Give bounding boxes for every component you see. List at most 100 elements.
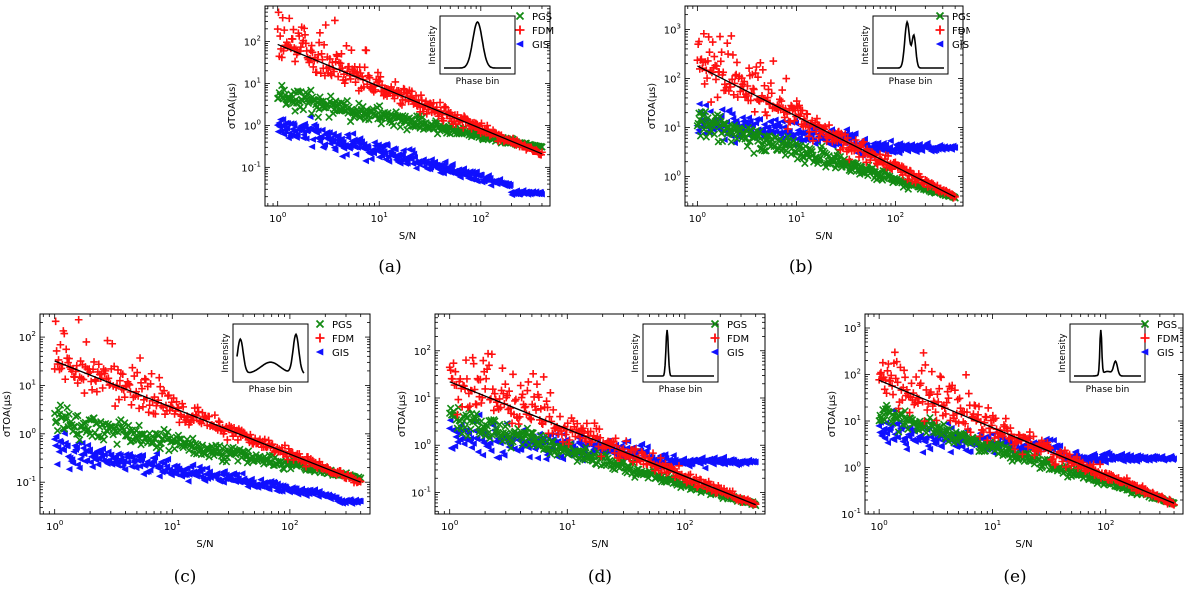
point-gis	[279, 116, 287, 123]
point-fdm	[751, 69, 760, 77]
point-fdm	[291, 57, 299, 66]
point-fdm	[62, 345, 71, 354]
point-gis	[87, 458, 94, 466]
point-pgs	[518, 441, 527, 449]
point-fdm	[529, 369, 537, 378]
point-fdm	[490, 406, 498, 415]
point-pgs	[53, 426, 62, 435]
point-gis	[669, 452, 677, 459]
point-fdm	[693, 483, 701, 491]
point-gis	[391, 145, 399, 153]
point-gis	[474, 448, 482, 456]
point-fdm	[418, 96, 426, 104]
legend-label-gis: GIS	[332, 348, 349, 359]
point-fdm	[264, 436, 273, 445]
point-gis	[412, 164, 420, 172]
point-fdm	[756, 59, 765, 67]
point-gis	[914, 436, 922, 444]
point-fdm	[514, 420, 523, 428]
point-gis	[728, 110, 736, 118]
point-fdm	[189, 416, 198, 424]
point-pgs	[307, 86, 315, 94]
point-fdm	[466, 402, 474, 410]
point-fdm	[526, 414, 535, 423]
point-fdm	[763, 111, 771, 120]
chart-panel-d: 100 101 102 10-1 100 101 102 S/N σTOA(μs) Phase b…	[397, 313, 766, 550]
point-fdm	[477, 119, 486, 128]
point-fdm	[700, 29, 708, 38]
fit-line	[697, 65, 956, 198]
point-pgs	[696, 132, 705, 140]
point-fdm	[520, 403, 529, 412]
point-gis	[701, 464, 709, 472]
point-fdm	[343, 67, 352, 76]
point-fdm	[141, 374, 149, 383]
point-fdm	[539, 373, 548, 381]
point-pgs	[120, 419, 129, 427]
point-gis	[796, 134, 803, 142]
point-fdm	[197, 419, 206, 428]
point-gis	[302, 135, 310, 142]
point-fdm	[125, 381, 134, 389]
point-fdm	[549, 406, 558, 414]
point-gis	[1056, 442, 1064, 450]
point-pgs	[243, 458, 252, 467]
point-gis	[69, 459, 77, 467]
point-gis	[338, 135, 345, 143]
point-fdm	[559, 438, 567, 446]
point-fdm	[515, 413, 524, 421]
point-fdm	[124, 379, 133, 388]
point-fdm	[726, 83, 735, 91]
point-fdm	[511, 397, 519, 405]
legend-label-gis: GIS	[727, 348, 744, 359]
point-fdm	[315, 38, 323, 47]
point-gis	[506, 181, 514, 189]
point-fdm	[816, 130, 825, 139]
point-pgs	[461, 423, 469, 432]
point-pgs	[291, 107, 299, 115]
point-fdm	[309, 63, 318, 71]
legend-marker-gis	[935, 40, 944, 48]
point-fdm	[821, 122, 829, 131]
point-fdm	[717, 48, 726, 57]
point-fdm	[321, 21, 330, 29]
legend-label-pgs: PGS	[952, 12, 970, 23]
point-pgs	[801, 142, 810, 151]
plot-frame	[39, 313, 371, 515]
point-fdm	[518, 390, 527, 399]
fit-line	[54, 360, 361, 483]
point-gis	[163, 463, 171, 470]
point-fdm	[476, 375, 485, 384]
inset-curve	[877, 19, 944, 69]
point-fdm	[521, 402, 530, 411]
point-fdm	[705, 48, 714, 56]
x-axis-label: S/N	[399, 231, 416, 242]
point-fdm	[531, 402, 539, 411]
point-fdm	[331, 16, 339, 25]
point-gis	[638, 440, 646, 448]
point-gis	[884, 439, 892, 447]
point-fdm	[342, 41, 351, 50]
point-fdm	[333, 52, 342, 61]
point-gis	[496, 176, 504, 183]
point-gis	[61, 430, 68, 437]
point-gis	[764, 124, 772, 131]
point-fdm	[876, 150, 884, 159]
y-tick-label: 102	[19, 330, 36, 344]
plot-frame	[434, 313, 766, 515]
point-fdm	[116, 376, 124, 385]
point-fdm	[686, 470, 695, 479]
data-points	[875, 348, 1178, 509]
point-fdm	[51, 317, 60, 326]
inset-profile: Phase bin Intensity	[428, 15, 516, 87]
point-fdm	[439, 116, 448, 125]
point-fdm	[903, 175, 912, 184]
point-gis	[951, 144, 959, 151]
point-pgs	[65, 410, 73, 418]
point-fdm	[301, 30, 309, 39]
point-fdm	[337, 50, 346, 58]
point-fdm	[649, 449, 657, 457]
point-gis	[718, 106, 726, 113]
point-fdm	[563, 419, 572, 427]
point-fdm	[101, 367, 110, 375]
